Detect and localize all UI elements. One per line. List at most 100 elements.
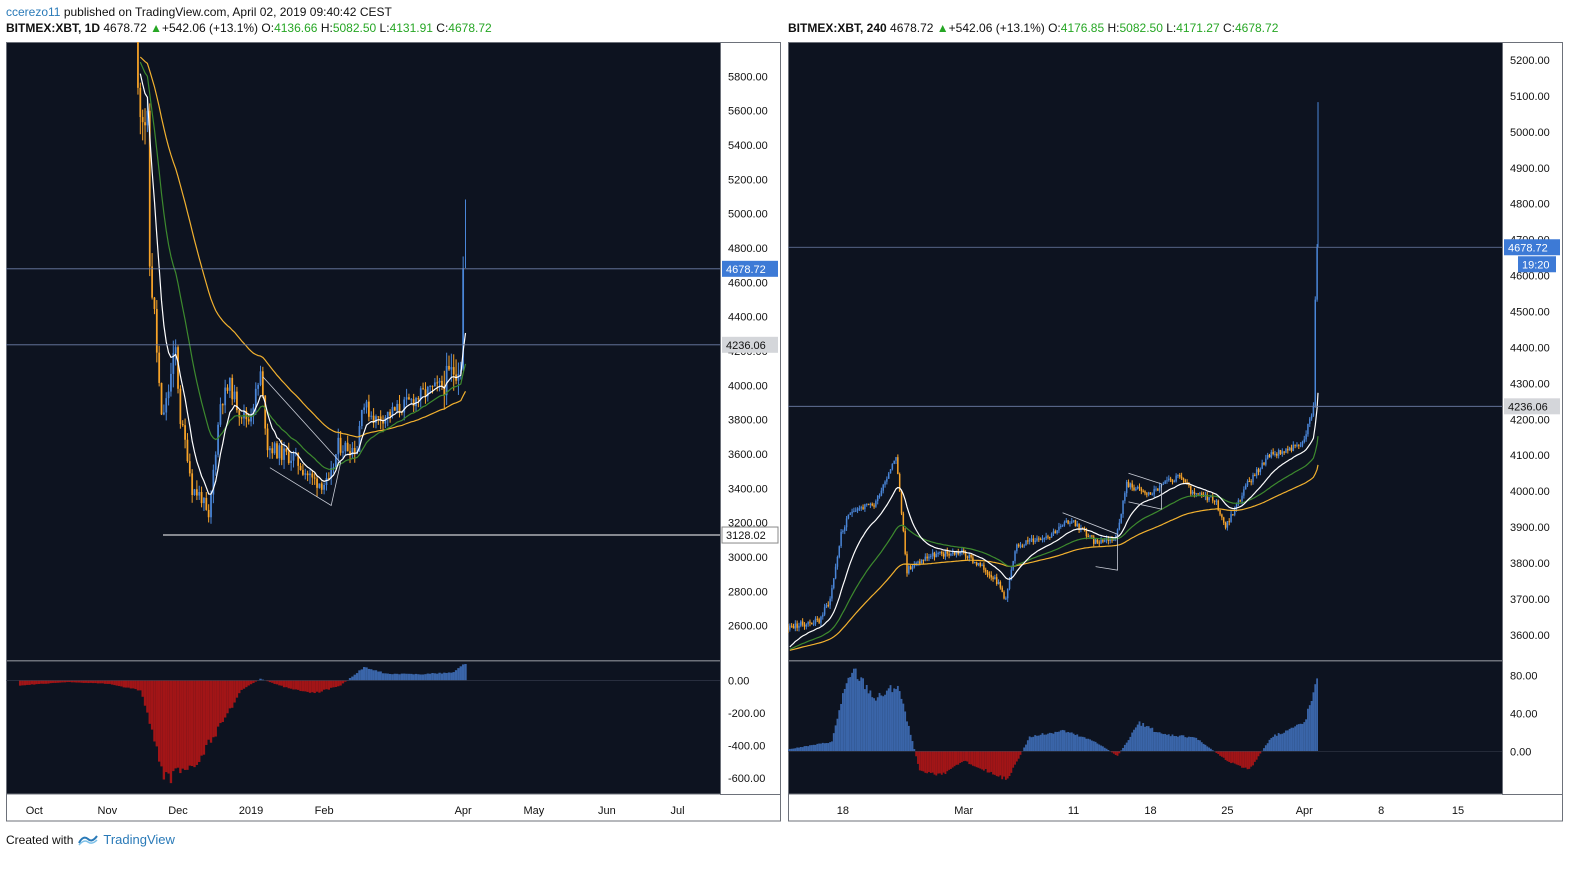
candle-body: [957, 551, 960, 555]
candle-body: [1250, 481, 1252, 483]
oscillator-bar: [977, 751, 980, 768]
oscillator-bar: [1270, 738, 1273, 752]
candle-body: [862, 507, 864, 509]
oscillator-bar: [871, 697, 874, 752]
candle-body: [1030, 538, 1033, 540]
oscillator-bar: [1191, 737, 1194, 752]
up-arrow-icon: ▲: [150, 21, 162, 35]
oscillator-bar: [325, 680, 328, 690]
oscillator-bar: [94, 680, 97, 684]
oscillator-bar: [842, 693, 844, 752]
candle-body: [353, 447, 356, 455]
candle-body: [205, 497, 208, 510]
chart-4h[interactable]: 5200.005100.005000.004900.004800.004700.…: [788, 42, 1563, 822]
candle-body: [424, 389, 427, 397]
x-tick-label: 8: [1378, 805, 1384, 817]
oscillator-bar: [1112, 751, 1115, 754]
candle-body: [931, 552, 934, 556]
trendline-drawing: [1128, 472, 1162, 510]
oscillator-bar: [443, 672, 446, 681]
candle-body: [212, 469, 215, 495]
candle-body: [219, 404, 222, 425]
oscillator-bar: [1257, 751, 1260, 757]
oscillator-bar: [933, 751, 936, 775]
candle-body: [873, 505, 875, 507]
oscillator-bar: [1149, 728, 1152, 752]
candle-body: [825, 605, 828, 608]
candle-body: [158, 352, 161, 383]
oscillator-bar: [301, 680, 305, 692]
candle-body: [165, 398, 168, 413]
x-tick-label: 25: [1221, 805, 1233, 817]
oscillator-bar: [1125, 742, 1128, 752]
oscillator-bar: [1043, 734, 1046, 752]
candle-body: [1072, 520, 1075, 522]
candle-body: [349, 451, 351, 456]
oscillator-bar: [1303, 722, 1306, 752]
oscillator-bar: [344, 680, 347, 682]
candle-body: [1301, 442, 1304, 446]
y-tick-label: 4600.00: [1510, 271, 1550, 283]
oscillator-bar: [1138, 721, 1141, 752]
candle-body: [1028, 539, 1031, 542]
candle-body: [297, 453, 300, 466]
oscillator-bar: [1180, 735, 1183, 752]
candle-body: [851, 511, 853, 514]
oscillator-bar: [1241, 751, 1243, 768]
candle-body: [968, 554, 970, 558]
candle-body: [1103, 540, 1106, 542]
y-tick-label: 3600.00: [728, 449, 768, 461]
candle-body: [379, 416, 382, 422]
candle-body: [833, 578, 835, 589]
candle-body: [141, 117, 144, 123]
candle-body: [1310, 415, 1313, 419]
candle-body: [419, 388, 422, 400]
candle-body: [1307, 423, 1309, 435]
publisher-name[interactable]: ccerezo11: [6, 5, 61, 19]
oscillator-bar: [464, 664, 467, 681]
candle-body: [1259, 468, 1262, 473]
oscillator-bar: [1015, 751, 1018, 762]
left-high: 5082.50: [332, 21, 377, 35]
oscillator-bar: [895, 689, 897, 752]
candle-body: [325, 478, 328, 486]
candle-body: [1003, 591, 1005, 599]
price-axis: [720, 42, 781, 795]
candle-body: [1309, 418, 1311, 424]
candle-body: [264, 395, 267, 429]
candle-body: [1014, 551, 1016, 561]
oscillator-bar: [1006, 751, 1009, 779]
oscillator-bar: [1299, 723, 1302, 752]
oscillator-bar: [807, 746, 810, 752]
oscillator-bar: [1224, 751, 1227, 760]
tradingview-brand[interactable]: TradingView: [103, 832, 175, 847]
oscillator-bar: [1202, 743, 1205, 752]
oscillator-bar: [1025, 744, 1027, 752]
ema-mid-line: [789, 436, 1319, 650]
oscillator-bar: [412, 674, 415, 681]
oscillator-bar: [957, 751, 960, 765]
candle-body: [919, 561, 921, 564]
candle-body: [278, 445, 281, 459]
support-price-label-box: [721, 526, 779, 544]
oscillator-bar: [30, 680, 34, 685]
candle-body: [151, 266, 153, 298]
oscillator-bar: [353, 674, 356, 681]
candle-body: [1100, 539, 1102, 544]
candle-body: [1142, 490, 1144, 492]
oscillator-bar: [798, 747, 800, 752]
oscillator-bar: [973, 751, 976, 767]
oscillator-bar: [942, 751, 945, 773]
candle-body: [396, 403, 399, 411]
candle-body: [1157, 488, 1159, 491]
candle-body: [1237, 500, 1240, 505]
candle-body: [1277, 450, 1280, 456]
oscillator-bar: [860, 677, 863, 752]
oscillator-bar: [1312, 692, 1315, 752]
oscillator-bar: [1012, 751, 1015, 768]
chart-daily[interactable]: 5800.00 5600.00 5400.00 5200.00 5000.00 4800.…: [6, 42, 781, 822]
y-tick-label: 4800.00: [728, 243, 768, 255]
candle-body: [1085, 530, 1088, 537]
candle-body: [897, 457, 899, 474]
candle-body: [939, 551, 941, 553]
